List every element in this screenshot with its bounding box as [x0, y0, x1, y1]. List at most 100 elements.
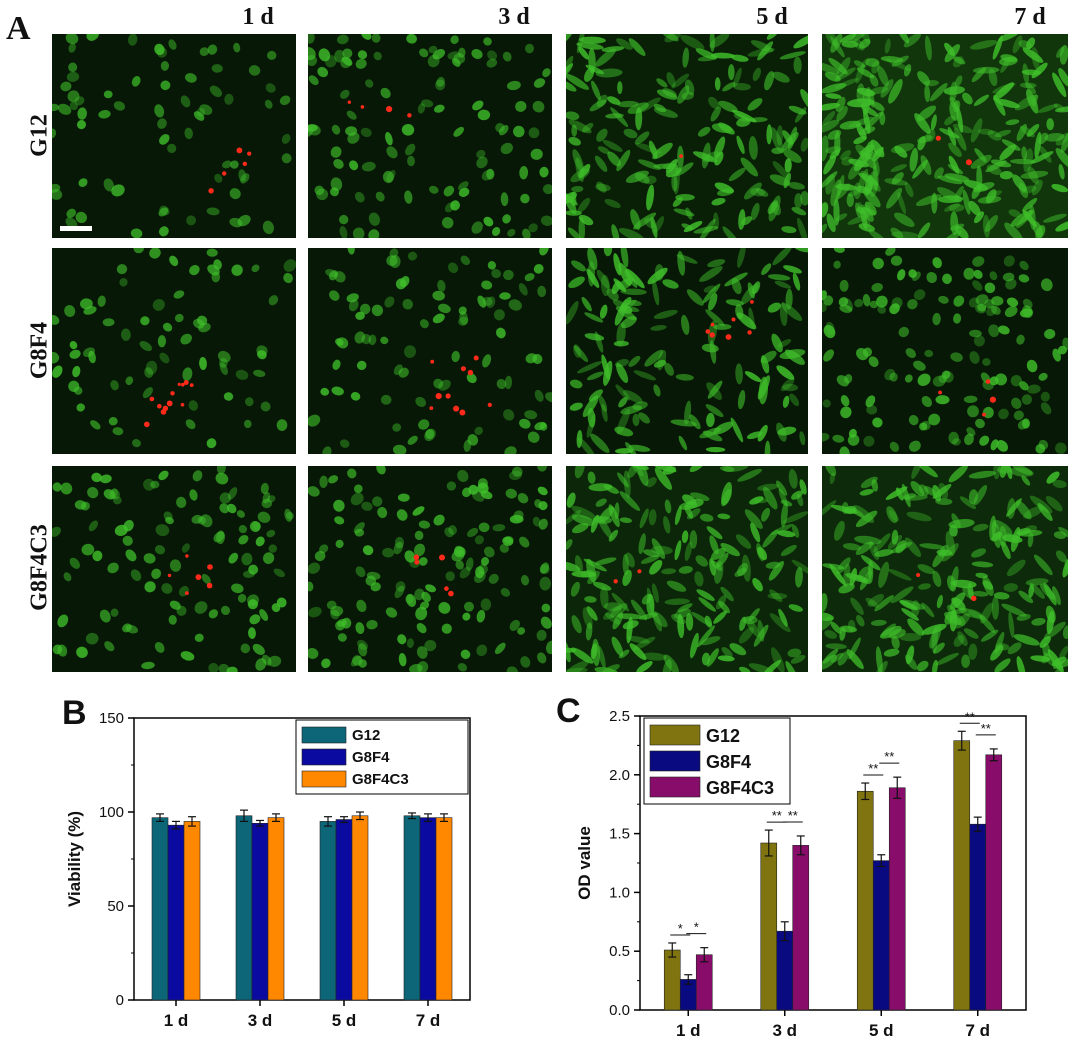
- legend-swatch-g8f4c3: [649, 776, 701, 798]
- error-bar: [893, 776, 902, 799]
- column-label-1d: 1 d: [242, 4, 274, 30]
- row-label-g8f4c3: G8F4C3: [26, 524, 53, 611]
- y-tick-label: 1.0: [609, 884, 630, 901]
- x-tick-label: 3 d: [772, 1021, 797, 1040]
- svg-text:*: *: [678, 921, 683, 936]
- x-tick-label: 7 d: [416, 1011, 441, 1030]
- bar-g12-7d: [953, 740, 971, 1011]
- bar-g12-5d: [856, 790, 874, 1011]
- panel-a-letter: A: [6, 10, 31, 47]
- legend-label-g12: G12: [706, 726, 740, 746]
- error-bar: [877, 854, 886, 868]
- error-bar: [172, 820, 180, 830]
- error-bar: [684, 974, 693, 985]
- x-tick-label: 1 d: [164, 1011, 189, 1030]
- error-bar: [356, 811, 364, 821]
- error-bar: [796, 835, 805, 856]
- micrograph-g8f4-5d: [566, 248, 808, 454]
- bar-g8f4c3-3d: [267, 817, 285, 1001]
- bar-g12-7d: [403, 815, 421, 1001]
- significance-marker: **: [959, 709, 980, 724]
- error-bar: [156, 813, 164, 822]
- legend-swatch-g8f4c3: [301, 770, 347, 788]
- svg-text:**: **: [884, 749, 894, 764]
- bar-g8f4-3d: [251, 822, 269, 1001]
- micrograph-g12-3d: [308, 34, 552, 238]
- error-bar: [240, 809, 248, 822]
- x-tick-label: 1 d: [676, 1021, 701, 1040]
- micrograph-g12-5d: [566, 34, 808, 238]
- panel-c-letter: C: [556, 692, 581, 730]
- y-axis-label: OD value: [575, 826, 594, 900]
- svg-text:**: **: [868, 761, 878, 776]
- error-bar: [340, 816, 348, 823]
- y-tick-label: 100: [99, 804, 124, 821]
- micrograph-g8f4c3-3d: [308, 466, 552, 672]
- error-bar: [780, 921, 789, 942]
- bar-g12-1d: [151, 817, 169, 1001]
- x-tick-label: 5 d: [869, 1021, 894, 1040]
- error-bar: [424, 813, 432, 822]
- bar-g8f4-5d: [872, 860, 890, 1011]
- viability-chart: B 0 50 100 150 Viability (%) 1 d 3 d 5 d 7 d G12 G8…: [62, 694, 471, 1030]
- bar-g12-1d: [663, 949, 681, 1011]
- error-bar: [764, 829, 773, 857]
- y-tick-label: 50: [107, 898, 124, 915]
- legend-swatch-g8f4: [301, 748, 347, 766]
- significance-marker: **: [879, 749, 900, 764]
- error-bar: [188, 816, 196, 827]
- legend: G12 G8F4 G8F4C3: [295, 719, 469, 795]
- error-bar: [324, 816, 332, 827]
- y-tick-label: 0.5: [609, 943, 630, 960]
- bar-g8f4-1d: [167, 824, 185, 1001]
- legend-swatch-g8f4: [649, 750, 701, 772]
- svg-text:*: *: [694, 920, 699, 935]
- svg-text:**: **: [981, 721, 991, 736]
- significance-marker: **: [782, 808, 803, 823]
- svg-text:**: **: [772, 808, 782, 823]
- x-tick-label: 7 d: [965, 1021, 990, 1040]
- micrograph-g8f4c3-5d: [566, 466, 808, 672]
- legend-swatch-g12: [649, 724, 701, 746]
- bar-g8f4-3d: [776, 930, 794, 1011]
- error-bar: [408, 812, 416, 820]
- legend-swatch-g12: [301, 726, 347, 744]
- x-tick-label: 5 d: [332, 1011, 357, 1030]
- error-bar: [973, 816, 982, 832]
- y-tick-label: 2.5: [609, 708, 630, 725]
- legend-label-g8f4c3: G8F4C3: [352, 771, 409, 788]
- micrograph-g8f4c3-1d: [52, 466, 296, 672]
- legend-label-g8f4c3: G8F4C3: [706, 778, 774, 798]
- error-bar: [700, 947, 709, 963]
- bar-g12-3d: [760, 842, 778, 1011]
- panel-b-letter: B: [62, 694, 87, 732]
- bar-g8f4c3-7d: [435, 817, 453, 1001]
- micrograph-g12-1d: [52, 34, 296, 238]
- error-bar: [272, 813, 280, 822]
- x-tick-label: 3 d: [248, 1011, 273, 1030]
- error-bar: [957, 730, 966, 751]
- error-bar: [440, 813, 448, 822]
- significance-marker: **: [975, 721, 996, 736]
- y-tick-label: 150: [99, 710, 124, 727]
- y-tick-label: 0.0: [609, 1002, 630, 1019]
- row-label-g8f4: G8F4: [26, 321, 53, 380]
- error-bar: [989, 748, 998, 762]
- micrograph-g8f4-3d: [308, 248, 552, 454]
- legend-label-g8f4: G8F4: [352, 749, 390, 766]
- bar-g8f4c3-7d: [985, 754, 1003, 1011]
- bar-g8f4c3-3d: [792, 845, 810, 1011]
- row-label-g12: G12: [26, 114, 53, 157]
- od-value-chart: C 0.0 0.5 1.0 1.5 2.0 2.5 OD value 1 d 3 d 5 d 7 d *…: [556, 692, 1027, 1040]
- column-label-5d: 5 d: [756, 4, 788, 30]
- error-bar: [256, 819, 264, 827]
- y-tick-label: 2.0: [609, 767, 630, 784]
- significance-marker: *: [686, 920, 707, 935]
- micrograph-g8f4-1d: [52, 248, 296, 454]
- significance-marker: *: [670, 921, 691, 936]
- bar-g8f4c3-1d: [695, 954, 713, 1011]
- bar-g8f4c3-5d: [351, 815, 369, 1001]
- column-label-3d: 3 d: [498, 4, 530, 30]
- significance-marker: **: [863, 761, 884, 776]
